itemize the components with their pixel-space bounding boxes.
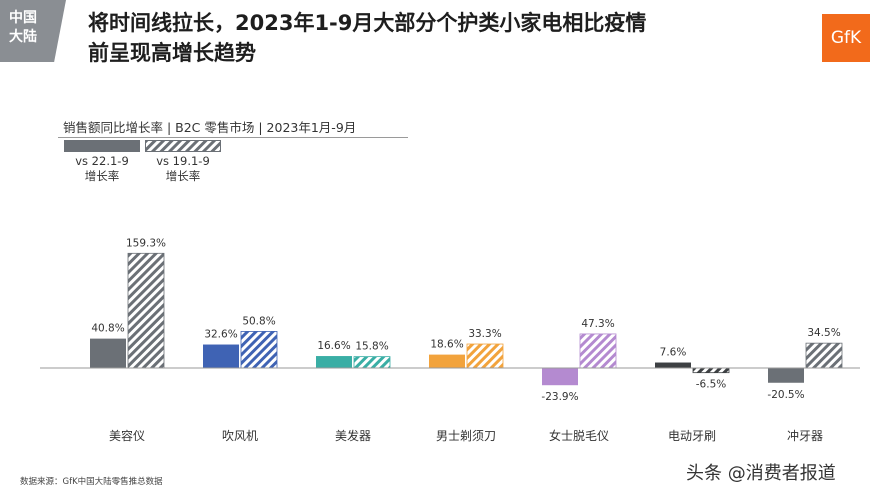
bar-vs22-3 xyxy=(429,354,465,368)
category-label-0: 美容仪 xyxy=(109,428,145,443)
legend-label-solid-line2: 增长率 xyxy=(84,169,120,183)
legend-label-solid-line1: vs 22.1-9 xyxy=(75,154,129,168)
legend-swatch-hatched xyxy=(145,140,221,152)
category-label-3: 男士剃须刀 xyxy=(436,429,496,443)
subtitle-divider xyxy=(58,137,408,138)
legend-label-hatched: vs 19.1-9 增长率 xyxy=(145,154,221,184)
data-label-vs19-6: 34.5% xyxy=(807,327,840,339)
data-label-vs22-2: 16.6% xyxy=(317,340,350,352)
legend-swatch-solid xyxy=(64,140,140,152)
category-label-6: 冲牙器 xyxy=(787,428,823,443)
category-label-5: 电动牙刷 xyxy=(668,429,716,443)
bar-vs19-2 xyxy=(353,356,391,369)
data-label-vs22-3: 18.6% xyxy=(430,339,463,351)
region-badge: 中国 大陆 xyxy=(0,0,66,62)
data-label-vs22-4: -23.9% xyxy=(541,391,578,403)
data-label-vs22-6: -20.5% xyxy=(767,389,804,401)
data-label-vs19-2: 15.8% xyxy=(355,341,388,353)
page-title-line1: 将时间线拉长，2023年1-9月大部分个护类小家电相比疫情 xyxy=(88,11,647,35)
bar-vs22-2 xyxy=(316,356,352,368)
page-title: 将时间线拉长，2023年1-9月大部分个护类小家电相比疫情 前呈现高增长趋势 xyxy=(88,8,788,68)
bar-vs22-6 xyxy=(768,368,804,383)
bar-vs19-6 xyxy=(805,342,843,369)
gfk-logo: GfK xyxy=(822,14,870,62)
data-label-vs22-1: 32.6% xyxy=(204,329,237,341)
bar-vs19-4 xyxy=(579,333,617,369)
page-title-line2: 前呈现高增长趋势 xyxy=(88,41,256,65)
bar-vs22-4 xyxy=(542,368,578,386)
legend-label-hatched-line1: vs 19.1-9 xyxy=(156,154,210,168)
region-badge-line1: 中国 xyxy=(9,10,37,26)
data-label-vs19-4: 47.3% xyxy=(581,318,614,330)
bar-vs19-5 xyxy=(692,367,730,374)
data-label-vs22-0: 40.8% xyxy=(91,323,124,335)
chart-subtitle: 销售额同比增长率 | B2C 零售市场 | 2023年1月-9月 xyxy=(63,120,357,135)
bar-vs22-0 xyxy=(90,338,126,368)
data-label-vs19-5: -6.5% xyxy=(696,379,726,391)
bar-vs22-1 xyxy=(203,344,239,368)
data-label-vs22-5: 7.6% xyxy=(660,347,687,359)
category-label-2: 美发器 xyxy=(335,428,371,443)
legend-label-solid: vs 22.1-9 增长率 xyxy=(64,154,140,184)
data-source-note: 数据来源：GfK中国大陆零售推总数据 xyxy=(20,477,163,487)
region-badge-line2: 大陆 xyxy=(9,29,37,45)
data-label-vs19-0: 159.3% xyxy=(126,237,166,249)
watermark: 头条 @消费者报道 xyxy=(686,463,836,484)
bar-vs19-3 xyxy=(466,343,504,369)
category-label-4: 女士脱毛仪 xyxy=(549,428,609,443)
data-label-vs19-1: 50.8% xyxy=(242,315,275,327)
bar-vs19-1 xyxy=(240,331,278,369)
bar-vs22-5 xyxy=(655,362,691,368)
category-label-1: 吹风机 xyxy=(222,429,258,443)
data-label-vs19-3: 33.3% xyxy=(468,328,501,340)
bar-vs19-0 xyxy=(127,252,165,369)
legend-label-hatched-line2: 增长率 xyxy=(165,169,201,183)
